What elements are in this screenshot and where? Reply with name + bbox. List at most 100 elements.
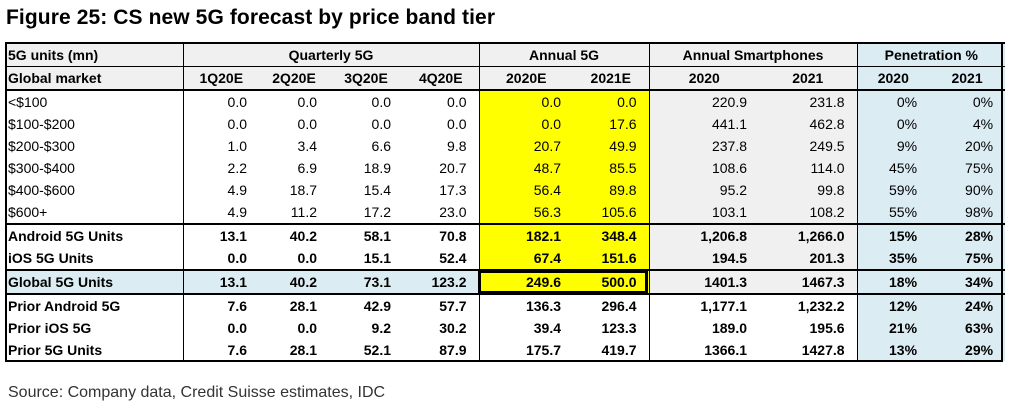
table-cell: 220.9 [648, 90, 760, 113]
forecast-table: 5G units (mn) Quarterly 5G Annual 5G Ann… [5, 42, 1006, 361]
table-cell: 17.2 [363, 204, 391, 220]
table-cell: 15.1 [363, 250, 391, 266]
table-cell: 18.7 [289, 182, 317, 198]
table-cell: 0.0 [182, 113, 259, 135]
table-cell: 0.0 [297, 116, 317, 132]
table-cell: 90% [929, 179, 1006, 201]
table-cell: 249.5 [759, 135, 858, 157]
table-cell: 0% [856, 90, 930, 113]
table-cell: 85.5 [573, 157, 650, 179]
table-cell: 249.6 [478, 269, 574, 295]
table-cell: 4.9 [182, 179, 259, 201]
table-cell: 201.3 [759, 247, 858, 270]
table-cell: 17.6 [573, 113, 650, 135]
column-header: 2020 [856, 66, 930, 91]
row-label: $100-$200 [8, 116, 75, 132]
table-cell: 0.0 [182, 90, 259, 113]
table-cell: 1,177.1 [648, 293, 760, 317]
column-header: 2021 [929, 66, 1006, 91]
table-cell: 441.1 [648, 113, 760, 135]
table-cell: 123.3 [601, 320, 637, 336]
table-cell: 105.6 [573, 201, 650, 224]
table-cell: 56.3 [478, 201, 574, 224]
row-label: $300-$400 [8, 160, 75, 176]
table-cell: 30.2 [439, 320, 467, 336]
group-header-row: 5G units (mn) Quarterly 5G Annual 5G Ann… [5, 42, 1006, 67]
row-label: Prior 5G Units [8, 342, 103, 358]
table-cell: 136.3 [478, 293, 574, 317]
table-cell: 189.0 [648, 317, 760, 339]
column-header: 3Q20E [329, 66, 403, 91]
table-cell: 1,206.8 [648, 223, 760, 247]
table-cell: 231.8 [759, 90, 858, 113]
table-cell: 114.0 [759, 157, 858, 179]
table-cell: 55% [856, 201, 930, 224]
table-cell: 13.1 [182, 269, 259, 295]
table-cell: 1,266.0 [759, 223, 858, 247]
row-label: Global 5G Units [5, 269, 183, 295]
table-cell: 39.4 [478, 317, 574, 339]
penetration-header: Penetration % [856, 42, 1006, 67]
table-cell: 1467.3 [759, 269, 858, 295]
table-cell: 15.4 [363, 182, 391, 198]
table-row: Prior Android 5G 7.6 28.1 42.9 57.7 136.3 296.… [5, 293, 1006, 317]
table-cell: 99.8 [759, 179, 858, 201]
table-cell: 95.2 [648, 179, 760, 201]
column-header: 2020E [478, 66, 574, 91]
table-cell: 1366.1 [648, 339, 760, 361]
table-cell: 73.1 [329, 269, 403, 295]
table-row: Global 5G Units 13.1 40.2 73.1 123.2 249.6 500… [5, 269, 1006, 295]
column-header: 1Q20E [182, 66, 259, 91]
table-cell: 13% [856, 339, 930, 361]
table-cell: 0% [929, 90, 1006, 113]
table-cell: 0.0 [371, 94, 391, 110]
table-cell: 40.2 [259, 223, 329, 247]
table-cell: 56.4 [478, 179, 574, 201]
table-cell: 0.0 [447, 94, 467, 110]
table-cell: 348.4 [573, 223, 650, 247]
table-cell: 52.4 [439, 250, 467, 266]
table-cell: 1,232.2 [759, 293, 858, 317]
column-header: Global market [5, 66, 183, 91]
row-label: $200-$300 [8, 138, 75, 154]
table-cell: 34% [929, 269, 1006, 295]
table-cell: 40.2 [259, 269, 329, 295]
table-cell: 0.0 [297, 320, 317, 336]
table-cell: 52.1 [363, 342, 391, 358]
row-label: $600+ [8, 204, 48, 220]
table-cell: 42.9 [329, 293, 403, 317]
column-header: 2021E [573, 66, 650, 91]
row-label: $400-$600 [8, 182, 75, 198]
table-cell: 7.6 [182, 293, 259, 317]
table-cell: 75% [929, 247, 1006, 270]
table-cell: 108.2 [759, 201, 858, 224]
table-cell: 89.8 [573, 179, 650, 201]
table-cell: 58.1 [329, 223, 403, 247]
table-cell: 123.2 [403, 269, 480, 295]
table-cell: 63% [929, 317, 1006, 339]
table-cell: 35% [856, 247, 930, 270]
table-cell: 49.9 [573, 135, 650, 157]
table-cell: 28% [929, 223, 1006, 247]
table-cell: 9.2 [371, 320, 391, 336]
table-cell: 21% [856, 317, 930, 339]
table-cell: 15% [856, 223, 930, 247]
table-cell: 9% [856, 135, 930, 157]
annual-header: Annual 5G [478, 42, 650, 67]
table-cell: 6.9 [297, 160, 317, 176]
table-cell: 70.8 [403, 223, 480, 247]
table-cell: 0.0 [297, 94, 317, 110]
table-cell: 23.0 [439, 204, 467, 220]
table-row: $400-$600 4.9 18.7 15.4 17.3 56.4 89.8 95.2 99.8… [5, 179, 1006, 201]
table-cell: 419.7 [601, 342, 637, 358]
table-cell: 103.1 [648, 201, 760, 224]
table-row: <$100 0.0 0.0 0.0 0.0 0.0 0.0 220.9 231.8 0% 0% [5, 90, 1006, 113]
table-cell: 0.0 [573, 90, 650, 113]
table-cell: 18% [856, 269, 930, 295]
table-cell: 108.6 [648, 157, 760, 179]
table-cell: 1401.3 [648, 269, 760, 295]
table-cell: 57.7 [403, 293, 480, 317]
table-cell: 3.4 [297, 138, 317, 154]
table-cell: 0.0 [182, 317, 259, 339]
table-cell: 151.6 [573, 247, 650, 270]
